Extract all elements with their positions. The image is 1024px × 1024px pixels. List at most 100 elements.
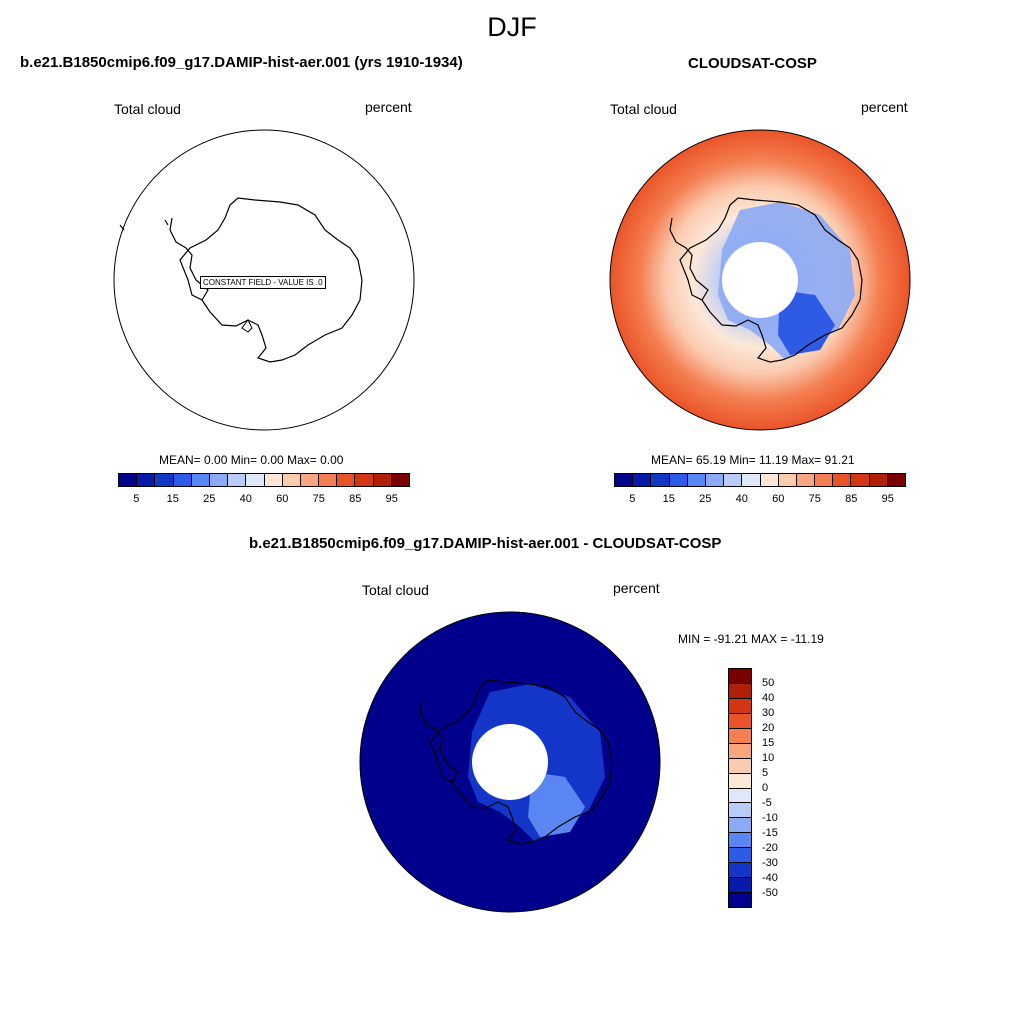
panel3-units-label: percent [613, 580, 660, 596]
panel2-antarctica-coastline [669, 197, 863, 363]
colorbar-swatch [173, 474, 192, 486]
colorbar-swatch [373, 474, 392, 486]
colorbar-tick-label: 25 [203, 493, 216, 505]
panel1-colorbar-ticks: 5 15 25 40 60 75 85 95 [118, 493, 410, 507]
colorbar-swatch [742, 474, 761, 486]
colorbar-swatch [155, 474, 174, 486]
colorbar-swatch [191, 474, 210, 486]
colorbar-tick-label: 40 [762, 692, 775, 704]
colorbar-swatch [833, 474, 852, 486]
colorbar-tick-label: 85 [349, 493, 362, 505]
colorbar-tick-label: 20 [762, 722, 775, 734]
colorbar-tick-label: 5 [762, 767, 769, 779]
colorbar-swatch [687, 474, 706, 486]
panel2-stats: MEAN= 65.19 Min= 11.19 Max= 91.21 [651, 453, 855, 467]
colorbar-swatch [729, 758, 751, 774]
colorbar-swatch [246, 474, 265, 486]
colorbar-tick-label: -20 [762, 842, 778, 854]
colorbar-swatch [729, 713, 751, 729]
colorbar-tick-label: -5 [762, 797, 772, 809]
colorbar-tick-label: 25 [699, 493, 712, 505]
panel2-colorbar-ticks: 5 15 25 40 60 75 85 95 [614, 493, 906, 507]
panel1-stats: MEAN= 0.00 Min= 0.00 Max= 0.00 [159, 453, 344, 467]
colorbar-swatch [729, 893, 751, 907]
panel3-colorbar [728, 668, 752, 908]
colorbar-swatch [264, 474, 283, 486]
panel3-variable-label: Total cloud [362, 582, 429, 598]
colorbar-swatch [724, 474, 743, 486]
colorbar-swatch [729, 803, 751, 819]
panel2-variable-label: Total cloud [610, 101, 677, 117]
colorbar-tick-label: 40 [735, 493, 748, 505]
panel3-max-diff-region [528, 772, 585, 837]
colorbar-swatch [729, 878, 751, 894]
colorbar-swatch [729, 773, 751, 789]
panel3-antarctica-coastline [419, 679, 613, 845]
colorbar-tick-label: 10 [762, 752, 775, 764]
colorbar-swatch [228, 474, 247, 486]
panel1-variable-label: Total cloud [114, 101, 181, 117]
colorbar-swatch [633, 474, 652, 486]
colorbar-swatch [391, 474, 409, 486]
panel2-min-cloud-region [778, 290, 835, 355]
colorbar-swatch [729, 788, 751, 804]
colorbar-swatch [119, 474, 138, 486]
colorbar-swatch [729, 683, 751, 699]
colorbar-swatch [705, 474, 725, 486]
colorbar-swatch [778, 474, 797, 486]
colorbar-swatch [615, 474, 634, 486]
colorbar-swatch [282, 474, 301, 486]
panel1-title: b.e21.B1850cmip6.f09_g17.DAMIP-hist-aer.… [20, 54, 463, 71]
colorbar-swatch [137, 474, 156, 486]
colorbar-tick-label: -40 [762, 872, 778, 884]
colorbar-tick-label: 0 [762, 782, 769, 794]
colorbar-swatch [319, 474, 338, 486]
colorbar-swatch [729, 848, 751, 864]
colorbar-swatch [337, 474, 356, 486]
colorbar-tick-label: 40 [239, 493, 252, 505]
colorbar-swatch [209, 474, 229, 486]
colorbar-swatch [796, 474, 816, 486]
colorbar-swatch [815, 474, 834, 486]
panel3-min-max: MIN = -91.21 MAX = -11.19 [678, 632, 824, 646]
panel2-colorbar [614, 473, 906, 487]
panel1-units-label: percent [365, 99, 412, 115]
panel1-antarctica-coastline [119, 197, 363, 363]
colorbar-tick-label: -15 [762, 827, 778, 839]
colorbar-tick-label: 95 [881, 493, 894, 505]
colorbar-tick-label: 85 [845, 493, 858, 505]
colorbar-tick-label: 15 [662, 493, 675, 505]
colorbar-swatch [300, 474, 320, 486]
panel3-title: b.e21.B1850cmip6.f09_g17.DAMIP-hist-aer.… [249, 535, 722, 552]
colorbar-swatch [669, 474, 688, 486]
panel2-title: CLOUDSAT-COSP [688, 55, 817, 72]
figure-title: DJF [487, 12, 537, 42]
colorbar-swatch [760, 474, 779, 486]
colorbar-tick-label: 95 [385, 493, 398, 505]
colorbar-tick-label: 75 [808, 493, 821, 505]
colorbar-swatch [729, 833, 751, 849]
panel3-map [359, 611, 661, 913]
colorbar-swatch [729, 669, 751, 684]
colorbar-swatch [729, 818, 751, 834]
colorbar-swatch [729, 863, 751, 879]
colorbar-swatch [729, 728, 751, 744]
colorbar-tick-label: 50 [762, 677, 775, 689]
colorbar-swatch [355, 474, 374, 486]
colorbar-tick-label: 60 [276, 493, 289, 505]
colorbar-swatch [851, 474, 870, 486]
colorbar-swatch [887, 474, 905, 486]
colorbar-tick-label: 60 [772, 493, 785, 505]
colorbar-tick-label: -10 [762, 812, 778, 824]
panel1-colorbar [118, 473, 410, 487]
colorbar-tick-label: 75 [312, 493, 325, 505]
panel2-missing-pole [722, 242, 798, 318]
colorbar-tick-label: 5 [629, 493, 636, 505]
colorbar-swatch [729, 698, 751, 714]
colorbar-tick-label: 15 [166, 493, 179, 505]
panel2-map [609, 129, 911, 431]
colorbar-swatch [651, 474, 670, 486]
panel1-constant-field-notice: CONSTANT FIELD - VALUE IS .0 [200, 276, 326, 289]
panel3-colorbar-group: 50 40 30 20 15 10 5 0 -5 -10 -15 -20 -30 -40 -50 [728, 668, 808, 913]
panel3-missing-pole [472, 724, 548, 800]
